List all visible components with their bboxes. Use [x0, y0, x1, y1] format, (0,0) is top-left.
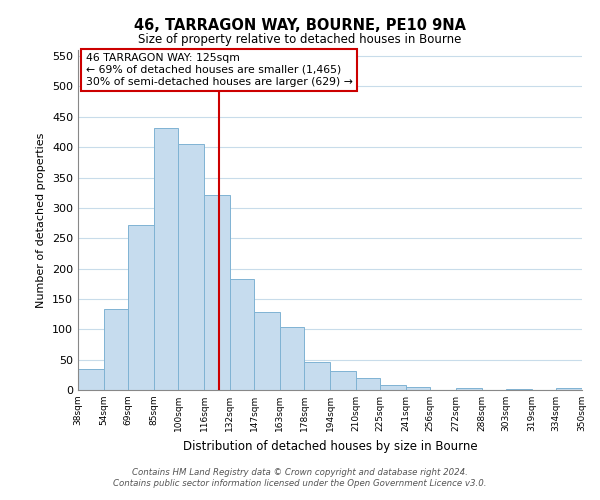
Bar: [128, 225, 154, 390]
Bar: [556, 388, 582, 390]
Text: Contains HM Land Registry data © Crown copyright and database right 2024.
Contai: Contains HM Land Registry data © Crown c…: [113, 468, 487, 487]
Bar: [254, 312, 280, 390]
Bar: [178, 144, 204, 390]
Bar: [230, 279, 254, 390]
Bar: [204, 194, 230, 390]
Bar: [356, 378, 380, 390]
Bar: [104, 309, 128, 390]
Bar: [78, 369, 104, 390]
X-axis label: Distribution of detached houses by size in Bourne: Distribution of detached houses by size …: [182, 440, 478, 452]
Bar: [380, 385, 406, 390]
Text: Size of property relative to detached houses in Bourne: Size of property relative to detached ho…: [139, 32, 461, 46]
Bar: [280, 328, 304, 390]
Y-axis label: Number of detached properties: Number of detached properties: [37, 132, 46, 308]
Bar: [456, 388, 482, 390]
Bar: [406, 387, 430, 390]
Text: 46, TARRAGON WAY, BOURNE, PE10 9NA: 46, TARRAGON WAY, BOURNE, PE10 9NA: [134, 18, 466, 32]
Bar: [330, 371, 356, 390]
Bar: [154, 128, 178, 390]
Bar: [506, 389, 532, 390]
Text: 46 TARRAGON WAY: 125sqm
← 69% of detached houses are smaller (1,465)
30% of semi: 46 TARRAGON WAY: 125sqm ← 69% of detache…: [86, 54, 352, 86]
Bar: [304, 362, 330, 390]
